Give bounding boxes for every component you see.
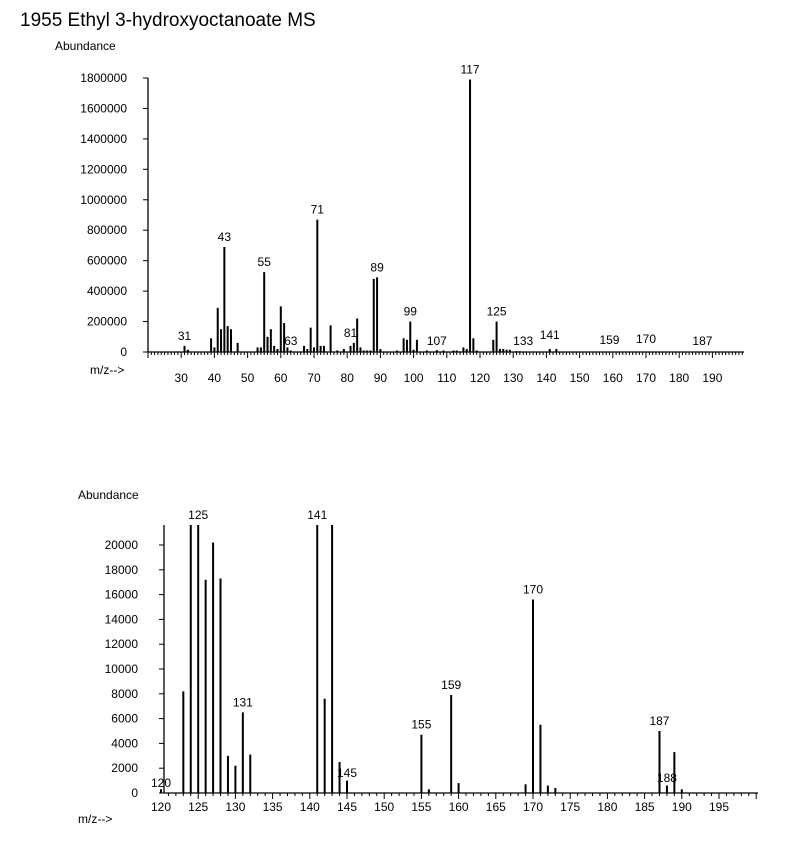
peak-label: 55 [258,255,272,269]
x-tick-label: 175 [560,800,580,814]
x-tick-label: 130 [225,800,245,814]
peak-label: 31 [178,329,192,343]
x-tick-label: 130 [503,371,523,385]
x-tick-label: 110 [437,371,456,385]
y-tick-label: 1800000 [80,71,127,85]
peak-label: 99 [404,305,418,319]
x-tick-label: 125 [188,800,208,814]
peak-label: 125 [188,508,208,522]
peak-label: 145 [337,766,357,780]
x-tick-label: 80 [341,371,355,385]
y-tick-label: 1000000 [80,193,127,207]
x-tick-label: 160 [449,800,469,814]
peak-label: 120 [151,776,171,790]
x-tick-label: 40 [208,371,222,385]
x-tick-label: 140 [536,371,556,385]
x-tick-label: 135 [263,800,283,814]
x-tick-label: 30 [175,371,189,385]
y-tick-label: 14000 [105,612,139,626]
y-tick-label: 400000 [87,284,127,298]
x-tick-label: 190 [702,371,722,385]
x-tick-label: 150 [374,800,394,814]
peak-label: 117 [460,63,479,77]
x-tick-label: 165 [486,800,506,814]
peak-label: 81 [344,326,358,340]
x-tick-label: 120 [470,371,490,385]
peak-label: 188 [657,771,677,785]
y-tick-label: 12000 [105,637,139,651]
x-tick-label: 195 [709,800,729,814]
x-tick-label: 60 [274,371,288,385]
peak-label: 125 [487,305,507,319]
y-tick-label: 0 [120,345,127,359]
x-tick-label: 185 [635,800,655,814]
x-tick-label: 145 [337,800,357,814]
y-tick-label: 16000 [105,588,139,602]
x-tick-label: 140 [300,800,320,814]
peak-label: 43 [218,230,232,244]
peak-label: 187 [649,714,669,728]
x-tick-label: 50 [241,371,255,385]
peak-label: 170 [636,332,656,346]
x-tick-label: 160 [603,371,623,385]
y-tick-label: 18000 [105,563,139,577]
page-title: 1955 Ethyl 3-hydroxyoctanoate MS [20,10,316,31]
peak-label: 141 [307,508,327,522]
y-tick-label: 4000 [111,736,138,750]
peak-label: 133 [513,334,533,348]
y-tick-label: 1400000 [80,132,127,146]
y-tick-label: 600000 [87,254,127,268]
y-tick-label: 6000 [111,712,138,726]
x-tick-label: 170 [636,371,656,385]
y-tick-label: 20000 [105,538,139,552]
y-tick-label: 1200000 [80,162,127,176]
peak-label: 170 [523,583,543,597]
x-tick-label: 120 [151,800,171,814]
x-axis-label: m/z--> [78,812,112,826]
peak-label: 89 [370,260,384,274]
peak-label: 187 [692,334,712,348]
x-tick-label: 100 [404,371,424,385]
y-tick-label: 800000 [87,223,127,237]
x-tick-label: 155 [411,800,431,814]
x-tick-label: 180 [597,800,617,814]
peak-label: 63 [284,334,298,348]
x-tick-label: 150 [570,371,590,385]
peak-label: 131 [233,695,253,709]
y-axis-label: Abundance [78,488,139,502]
peak-label: 107 [427,334,447,348]
peak-label: 159 [441,678,461,692]
x-axis-label: m/z--> [90,363,124,377]
y-axis-label: Abundance [55,39,116,53]
y-tick-label: 200000 [87,315,127,329]
peak-label: 71 [311,203,325,217]
y-tick-label: 1600000 [80,101,127,115]
x-tick-label: 170 [523,800,543,814]
peak-label: 141 [540,328,560,342]
x-tick-label: 70 [307,371,321,385]
peak-label: 155 [411,718,431,732]
y-tick-label: 0 [131,786,138,800]
y-tick-label: 10000 [105,662,139,676]
y-tick-label: 8000 [111,687,138,701]
x-tick-label: 90 [374,371,388,385]
y-tick-label: 2000 [111,761,138,775]
x-tick-label: 180 [669,371,689,385]
x-tick-label: 190 [672,800,692,814]
peak-label: 159 [599,333,619,347]
